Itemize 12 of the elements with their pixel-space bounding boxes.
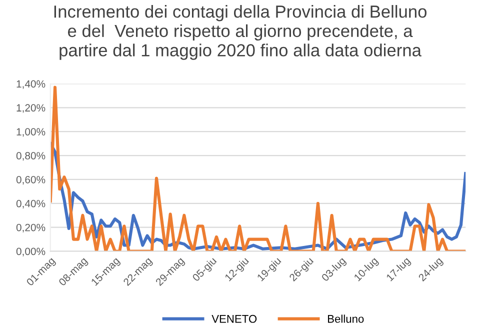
- y-tick-label: 0,20%: [16, 224, 46, 232]
- y-tick-label: 1,40%: [16, 80, 46, 89]
- legend-label: Belluno: [328, 314, 364, 323]
- y-tick-label: 0,40%: [16, 200, 46, 208]
- legend-label: VENETO: [212, 314, 257, 323]
- line-series: [50, 86, 466, 252]
- y-tick-label: 1,00%: [16, 128, 46, 137]
- y-tick-label: 0,80%: [16, 152, 46, 161]
- y-tick-label: 0,60%: [16, 176, 46, 185]
- chart-title: Incremento dei contagi della Provincia di Belluno e del Veneto rispetto al giorno precendete, a partire dal 1 maggio 2020 fino alla data odierna: [54, 5, 427, 60]
- y-tick-label: 1,20%: [16, 104, 46, 113]
- y-tick-label: 0,00%: [16, 248, 46, 256]
